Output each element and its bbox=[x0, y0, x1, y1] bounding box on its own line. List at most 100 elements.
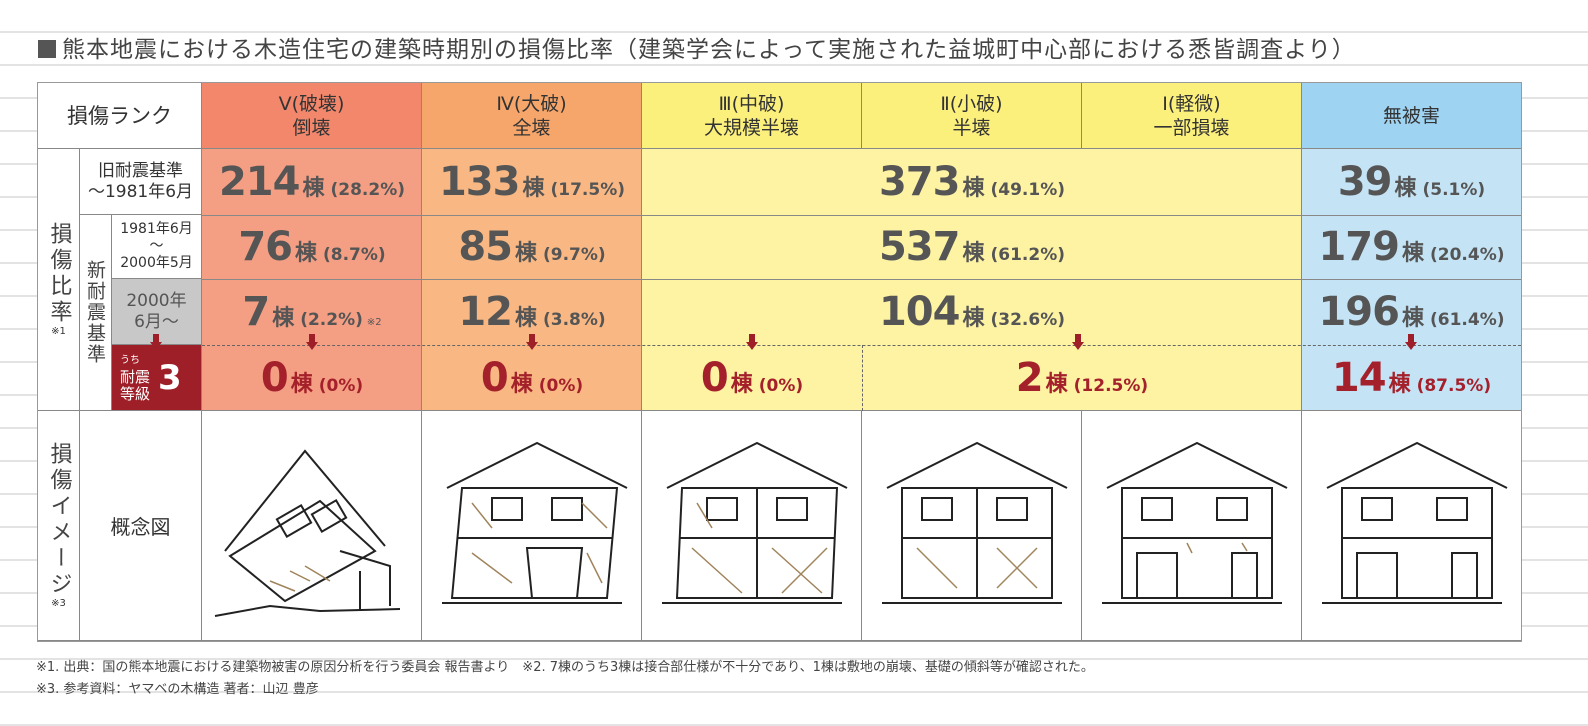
row-label-2000: 2000年 6月〜 bbox=[112, 279, 202, 345]
percent: (87.5%) bbox=[1416, 376, 1492, 396]
row-label-grade3: うち 耐震 等級 3 bbox=[112, 345, 202, 411]
unit: 棟 bbox=[1401, 241, 1424, 266]
percent: (32.6%) bbox=[990, 310, 1066, 330]
ratio-label: 損傷比率 bbox=[46, 222, 72, 326]
ratio-note: ※1 bbox=[51, 326, 66, 337]
col-label: 無被害 bbox=[1382, 104, 1440, 127]
dashed-vdivider bbox=[862, 345, 863, 411]
image-group-label: 損傷イメージ ※3 bbox=[38, 411, 80, 641]
value-cell: 104 棟 (32.6%) bbox=[642, 279, 1302, 345]
col-rank: Ⅱ(小破) bbox=[940, 92, 1003, 115]
value-cell: 39 棟 (5.1%) bbox=[1302, 149, 1521, 215]
col-header-4: Ⅳ(大破) 全壊 bbox=[422, 83, 642, 149]
count: 0 bbox=[700, 355, 729, 401]
col-header-1: Ⅰ(軽微) 一部損壊 bbox=[1082, 83, 1302, 149]
damage-table: 損傷ランク Ⅴ(破壊) 倒壊 Ⅳ(大破) 全壊 Ⅲ(中破) 大規模半壊 Ⅱ(小破) 半壊… bbox=[37, 82, 1522, 642]
row-label-old: 旧耐震基準 〜1981年6月 bbox=[80, 149, 202, 215]
percent: (5.1%) bbox=[1422, 180, 1486, 200]
count: 0 bbox=[480, 355, 509, 401]
intact-house-icon bbox=[1322, 441, 1508, 604]
percent: (0%) bbox=[538, 376, 584, 396]
new-standard-text: 新耐震基準 bbox=[84, 260, 106, 365]
row-label-text: 旧耐震基準 bbox=[98, 160, 183, 181]
count: 104 bbox=[878, 289, 960, 335]
count: 2 bbox=[1015, 355, 1044, 401]
percent: (28.2%) bbox=[330, 180, 406, 200]
unit: 棟 bbox=[962, 241, 985, 266]
col-rank: Ⅳ(大破) bbox=[496, 92, 567, 115]
count: 537 bbox=[878, 224, 960, 270]
percent: (17.5%) bbox=[550, 180, 626, 200]
title-text: 熊本地震における木造住宅の建築時期別の損傷比率（建築学会によって実施された益城町… bbox=[62, 37, 1356, 63]
dashed-divider bbox=[202, 345, 1521, 346]
minor-damage-house-icon bbox=[1102, 441, 1288, 604]
unit: 棟 bbox=[290, 372, 313, 397]
unit: 棟 bbox=[1394, 176, 1417, 201]
row-label-1981: 1981年6月〜 2000年5月 bbox=[112, 215, 202, 279]
ratio-group-label: 損傷比率 ※1 bbox=[38, 149, 80, 411]
half-damage-house-icon bbox=[882, 441, 1068, 604]
unit: 棟 bbox=[294, 241, 317, 266]
percent: (0%) bbox=[758, 376, 804, 396]
percent: (8.7%) bbox=[323, 245, 386, 265]
square-bullet-icon bbox=[38, 40, 56, 58]
down-arrow-icon bbox=[526, 334, 538, 350]
col-label: 倒壊 bbox=[292, 116, 331, 139]
col-header-none: 無被害 bbox=[1302, 83, 1521, 149]
count: 12 bbox=[458, 289, 513, 335]
new-standard-label: 新耐震基準 bbox=[80, 215, 112, 411]
row-divider bbox=[202, 215, 1521, 216]
footnote-mark: ※2 bbox=[366, 317, 382, 328]
unit: 棟 bbox=[302, 176, 325, 201]
house-cell-destroyed bbox=[422, 411, 642, 641]
count: 373 bbox=[878, 159, 960, 205]
row-label-text: 耐震 bbox=[120, 368, 151, 386]
major-damage-house-icon bbox=[662, 441, 848, 604]
col123-bg bbox=[642, 149, 1302, 411]
count: 214 bbox=[218, 159, 300, 205]
value-cell: 133 棟 (17.5%) bbox=[422, 149, 642, 215]
count: 0 bbox=[260, 355, 289, 401]
percent: (9.7%) bbox=[543, 245, 606, 265]
row-sublabel-text: 〜1981年6月 bbox=[87, 181, 194, 202]
image-note: ※3 bbox=[51, 598, 66, 609]
value-cell: 12 棟 (3.8%) bbox=[422, 279, 642, 345]
count: 196 bbox=[1318, 289, 1399, 335]
grade-number: 3 bbox=[158, 357, 182, 398]
row-sublabel-text: 6月〜 bbox=[134, 311, 179, 332]
value-cell: 0 棟 (0%) bbox=[202, 345, 422, 411]
row-label2-text: 等級 bbox=[120, 385, 151, 403]
value-cell: 7 棟 (2.2%) ※2 bbox=[202, 279, 422, 345]
footnote-2: ※3. 参考資料：ヤマベの木構造 著者：山辺 豊彦 bbox=[36, 682, 319, 697]
percent: (3.8%) bbox=[543, 310, 606, 330]
percent: (2.2%) bbox=[300, 310, 363, 330]
count: 179 bbox=[1318, 224, 1399, 270]
page-title: 熊本地震における木造住宅の建築時期別の損傷比率（建築学会によって実施された益城町… bbox=[38, 30, 1356, 64]
value-cell: 0 棟 (0%) bbox=[422, 345, 642, 411]
row-divider bbox=[202, 279, 1521, 280]
percent: (20.4%) bbox=[1429, 245, 1505, 265]
unit: 棟 bbox=[514, 241, 537, 266]
colnone-bg bbox=[1302, 149, 1521, 411]
unit: 棟 bbox=[962, 176, 985, 201]
row-label-text: 1981年6月 bbox=[120, 221, 193, 237]
footnote-1: ※1. 出典：国の熊本地震における建築物被害の原因分析を行う委員会 報告書より … bbox=[36, 660, 1094, 675]
unit: 棟 bbox=[510, 372, 533, 397]
percent: (49.1%) bbox=[990, 180, 1066, 200]
down-arrow-icon bbox=[150, 334, 162, 350]
count: 39 bbox=[1337, 159, 1393, 205]
house-cell-minor bbox=[1082, 411, 1302, 641]
unit: 棟 bbox=[730, 372, 753, 397]
destroyed-house-icon bbox=[442, 441, 628, 604]
percent: (0%) bbox=[318, 376, 364, 396]
count: 85 bbox=[458, 224, 513, 270]
row-label-text: 2000年 bbox=[126, 290, 187, 311]
unit: 棟 bbox=[514, 306, 537, 331]
unit: 棟 bbox=[1045, 372, 1068, 397]
down-arrow-icon bbox=[1405, 334, 1417, 350]
value-cell: 373 棟 (49.1%) bbox=[642, 149, 1302, 215]
unit: 棟 bbox=[272, 306, 295, 331]
concept-label: 概念図 bbox=[80, 411, 202, 641]
house-cell-half bbox=[862, 411, 1082, 641]
down-arrow-icon bbox=[1072, 334, 1084, 350]
